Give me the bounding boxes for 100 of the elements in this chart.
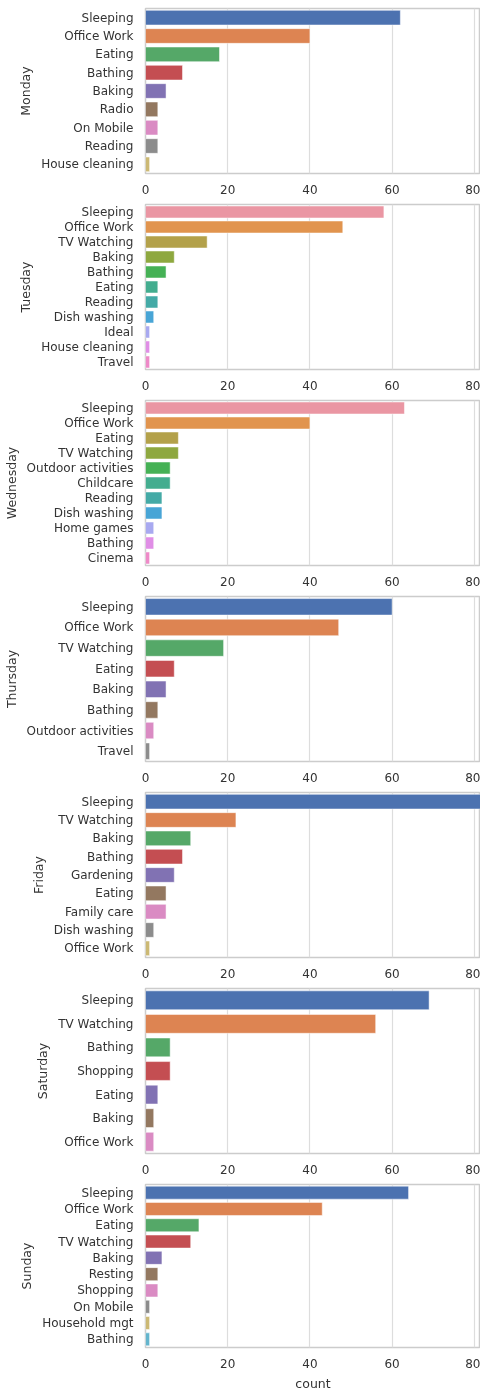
- y-tick-label: On Mobile: [73, 120, 134, 135]
- y-tick-label: Sleeping: [81, 401, 134, 415]
- bar: [145, 1037, 171, 1058]
- y-tick-label: Eating: [95, 661, 134, 676]
- y-tick-label: Baking: [92, 250, 134, 264]
- x-tick-label: 60: [384, 1162, 400, 1177]
- bar: [145, 722, 154, 740]
- y-tick-label: Eating: [95, 886, 134, 901]
- bar: [145, 1267, 159, 1281]
- y-tick-label: Dish washing: [53, 506, 134, 520]
- bar: [145, 794, 480, 810]
- bar: [145, 680, 167, 698]
- y-tick-label: Bathing: [87, 849, 134, 864]
- bar: [145, 46, 220, 62]
- y-tick-label: Sleeping: [81, 794, 134, 809]
- bar: [145, 65, 183, 81]
- y-tick-label: Childcare: [77, 476, 134, 490]
- y-tick-label: Bathing: [87, 265, 134, 279]
- x-tick-label: 60: [384, 1356, 400, 1371]
- y-tick-label: Office Work: [64, 620, 134, 635]
- bar: [145, 1299, 150, 1314]
- y-tick-label: TV Watching: [57, 235, 134, 249]
- y-tick-label: Shopping: [77, 1064, 134, 1078]
- x-tick-label: 60: [384, 770, 400, 785]
- x-tick-label: 40: [302, 966, 318, 981]
- y-tick-label: Cinema: [87, 551, 134, 565]
- y-axis-title: Monday: [18, 65, 34, 116]
- bar: [145, 885, 167, 901]
- x-tick-label: 0: [141, 770, 150, 785]
- bar: [145, 1218, 200, 1233]
- y-tick-label: TV Watching: [57, 813, 134, 827]
- x-tick-label: 80: [465, 1356, 480, 1371]
- y-tick-label: TV Watching: [57, 446, 134, 460]
- x-tick-label: 20: [220, 182, 236, 197]
- bar: [145, 28, 311, 44]
- y-tick-label: Eating: [95, 1087, 134, 1102]
- x-tick-label: 0: [141, 966, 150, 981]
- bar: [145, 922, 154, 938]
- y-tick-label: Baking: [92, 1111, 134, 1126]
- y-tick-label: Office Work: [64, 1201, 134, 1216]
- bar: [145, 1014, 376, 1034]
- bar: [145, 598, 393, 616]
- y-tick-label: Office Work: [64, 220, 134, 234]
- x-tick-label: 0: [141, 1162, 150, 1177]
- y-tick-label: TV Watching: [57, 1234, 134, 1249]
- x-tick-label: 40: [302, 1162, 318, 1177]
- bar: [145, 120, 159, 136]
- bar: [145, 1132, 154, 1152]
- y-tick-label: Office Work: [64, 1134, 134, 1149]
- y-tick-label: Gardening: [70, 868, 134, 882]
- y-axis-title: Wednesday: [3, 446, 19, 520]
- bar: [145, 618, 339, 636]
- bar: [145, 138, 159, 154]
- y-tick-label: Office Work: [64, 416, 134, 430]
- y-tick-label: Ideal: [104, 325, 134, 339]
- bar: [145, 1234, 191, 1249]
- y-axis-title: Friday: [30, 855, 46, 894]
- y-tick-label: Eating: [95, 47, 134, 62]
- x-tick-label: 20: [220, 1162, 236, 1177]
- y-tick-label: Reading: [84, 295, 134, 309]
- bar: [145, 1061, 171, 1081]
- x-tick-label: 80: [465, 378, 480, 393]
- x-tick-label: 0: [141, 1356, 150, 1371]
- y-tick-label: Household mgt: [42, 1316, 134, 1331]
- x-tick-label: 80: [465, 966, 480, 981]
- x-axis-title: count: [295, 1375, 331, 1391]
- y-tick-label: Baking: [92, 831, 134, 846]
- bar: [145, 849, 183, 865]
- y-tick-label: Home games: [53, 521, 134, 535]
- bar: [145, 812, 237, 828]
- y-tick-label: Outdoor activities: [26, 461, 134, 475]
- y-tick-label: TV Watching: [57, 641, 134, 656]
- bar: [145, 660, 175, 678]
- y-tick-label: On Mobile: [73, 1299, 134, 1314]
- y-tick-label: Travel: [96, 355, 134, 369]
- bar: [145, 940, 150, 956]
- bar: [145, 742, 150, 760]
- y-tick-label: Reading: [84, 491, 134, 505]
- y-tick-label: Baking: [92, 682, 134, 697]
- bar: [145, 1202, 323, 1216]
- x-tick-label: 80: [465, 182, 480, 197]
- x-tick-label: 20: [220, 1356, 236, 1371]
- y-tick-label: Sleeping: [81, 205, 134, 219]
- x-tick-label: 40: [302, 182, 318, 197]
- x-tick-label: 20: [220, 574, 236, 589]
- x-tick-label: 40: [302, 378, 318, 393]
- x-tick-label: 40: [302, 574, 318, 589]
- y-tick-label: House cleaning: [41, 157, 134, 172]
- y-tick-label: Dish washing: [53, 923, 134, 937]
- bar: [145, 990, 430, 1010]
- x-tick-label: 40: [302, 1356, 318, 1371]
- y-tick-label: House cleaning: [41, 340, 134, 354]
- x-tick-label: 20: [220, 966, 236, 981]
- x-tick-label: 20: [220, 770, 236, 785]
- y-tick-label: Dish washing: [53, 310, 134, 324]
- bar: [145, 830, 191, 846]
- bar: [145, 156, 150, 172]
- x-tick-label: 80: [465, 574, 480, 589]
- y-tick-label: Eating: [95, 280, 134, 294]
- bar: [145, 1283, 159, 1298]
